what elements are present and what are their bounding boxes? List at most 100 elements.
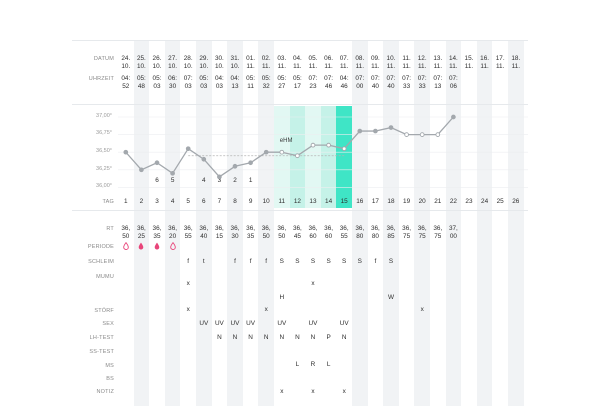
date-month: 11. [261, 63, 271, 70]
rt-frac: 85 [387, 233, 395, 240]
time-hour: 07: [183, 75, 193, 82]
ms-value: L [326, 361, 331, 368]
date-month: 10. [152, 63, 162, 70]
time-minute: 40 [371, 83, 379, 90]
rt-frac: 35 [153, 233, 161, 240]
lh-value: N [310, 334, 316, 341]
time-hour: 04: [121, 75, 131, 82]
row-divider [72, 104, 528, 105]
row-divider [72, 40, 528, 41]
time-hour: 07: [448, 75, 458, 82]
time-hour: 05: [277, 75, 287, 82]
date-month: 10. [183, 63, 193, 70]
column-stripe [196, 40, 212, 406]
time-hour: 05: [136, 75, 146, 82]
rt-frac: 75 [403, 233, 411, 240]
rt-int: 36, [417, 225, 427, 232]
temperature-point [217, 174, 222, 180]
date-day: 16. [480, 55, 490, 62]
rt-int: 36, [339, 225, 349, 232]
tag-number: 10 [262, 198, 270, 205]
temperature-point [310, 142, 316, 148]
ehm-label: eHM [280, 138, 293, 144]
temperature-point [279, 149, 285, 155]
tag-number: 26 [512, 198, 520, 205]
rt-frac: 50 [278, 233, 286, 240]
mumu-value: H [279, 294, 285, 301]
stoerf-value: x [186, 306, 190, 313]
y-tick-label: 36,00° [96, 183, 112, 189]
column-stripe [383, 40, 399, 406]
rt-int: 36, [199, 225, 209, 232]
bs-label: BS [106, 376, 114, 382]
rt-int: 36, [183, 225, 193, 232]
periode-label: PERIODE [87, 244, 114, 250]
time-hour: 04: [339, 75, 349, 82]
date-day: 29. [199, 55, 209, 62]
temperature-line [125, 116, 454, 178]
rt-int: 36, [355, 225, 365, 232]
temperature-point [123, 149, 129, 155]
time-minute: 46 [325, 83, 333, 90]
sex-value: UV [308, 320, 318, 327]
lh-value: N [232, 334, 238, 341]
low-temp-count: 3 [217, 177, 222, 184]
schleim-label: SCHLEIM [88, 259, 114, 265]
date-day: 09. [370, 55, 380, 62]
temperature-point [373, 128, 378, 134]
time-hour: 07: [308, 75, 318, 82]
tag-number: 3 [155, 198, 159, 205]
time-minute: 03 [200, 83, 208, 90]
time-minute: 33 [418, 83, 426, 90]
date-day: 28. [183, 55, 193, 62]
date-month: 10. [121, 63, 131, 70]
lh-value: N [295, 334, 300, 341]
low-temp-count: 6 [155, 177, 159, 184]
uhrzeit-label: UHRZEIT [88, 76, 114, 82]
temperature-point [451, 114, 456, 120]
time-minute: 03 [215, 83, 223, 90]
date-day: 07. [339, 55, 349, 62]
period-drop-filled-icon [139, 242, 144, 250]
sex-value: UV [230, 320, 240, 327]
ss-test-label: SS-TEST [89, 349, 114, 355]
tag-number: 19 [403, 198, 411, 205]
tag-number: 25 [496, 198, 504, 205]
temperature-point [248, 160, 253, 166]
rt-frac: 50 [122, 233, 130, 240]
time-hour: 05: [199, 75, 209, 82]
sex-value: UV [199, 320, 209, 327]
time-minute: 03 [153, 83, 161, 90]
schleim-value: S [342, 258, 347, 265]
date-day: 31. [230, 55, 240, 62]
column-stripe [258, 40, 274, 406]
tag-number: 15 [340, 198, 348, 205]
time-hour: 07: [355, 75, 365, 82]
date-day: 01. [246, 55, 256, 62]
temperature-point [404, 132, 409, 137]
mumu-value: W [387, 294, 394, 301]
date-month: 11. [386, 63, 396, 70]
stoerf-label: STÖRF [94, 308, 114, 314]
time-hour: 07: [417, 75, 427, 82]
tag-number: 7 [217, 198, 222, 205]
date-day: 18. [511, 55, 521, 62]
column-stripe [305, 106, 321, 208]
temperature-point [185, 146, 191, 152]
column-stripe [274, 106, 290, 208]
time-hour: 07: [370, 75, 380, 82]
rt-frac: 80 [356, 233, 364, 240]
tag-number: 18 [387, 198, 395, 205]
rt-label: RT [106, 226, 114, 232]
rt-int: 36, [152, 225, 162, 232]
time-hour: 05: [246, 75, 256, 82]
rt-frac: 50 [262, 233, 270, 240]
highlight-column [336, 106, 352, 208]
sex-label: SEX [102, 321, 114, 327]
lh-value: N [341, 334, 347, 341]
column-stripe [476, 40, 493, 406]
rt-int: 36, [230, 225, 240, 232]
date-month: 11. [402, 63, 411, 70]
time-hour: 05: [152, 75, 162, 82]
tag-number: 11 [278, 198, 286, 205]
